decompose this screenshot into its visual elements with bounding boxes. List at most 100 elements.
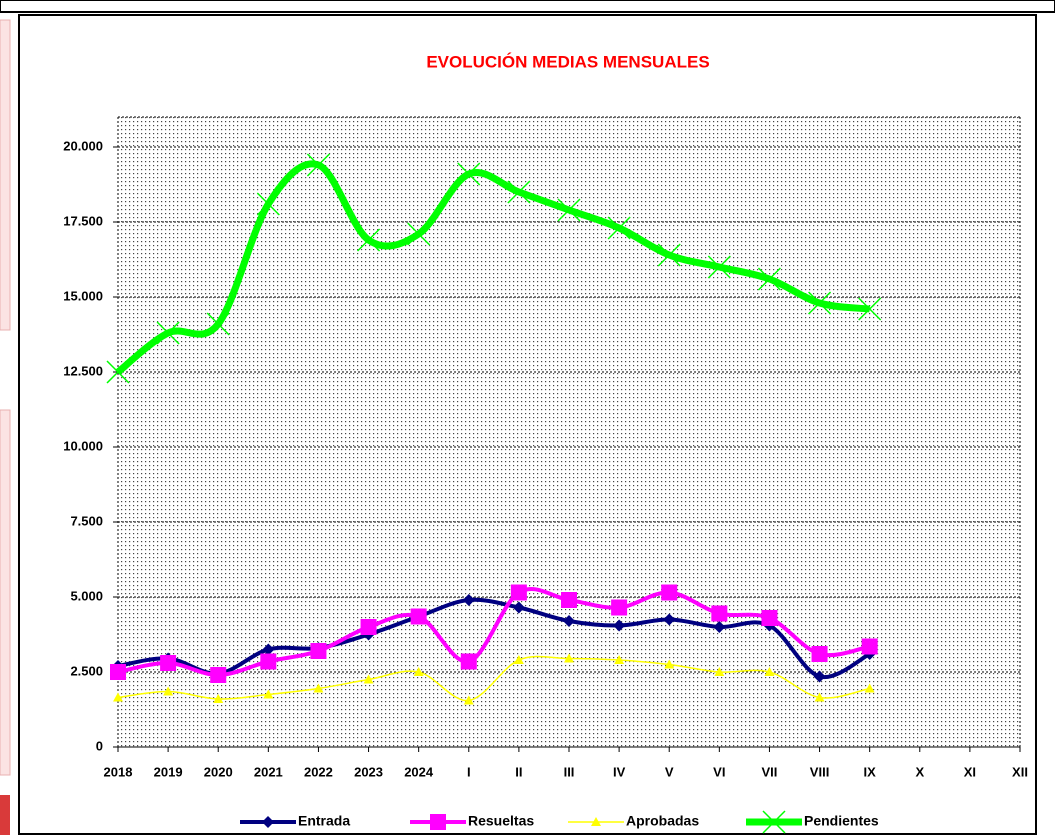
marker xyxy=(457,162,481,186)
marker xyxy=(661,584,678,601)
marker xyxy=(256,192,280,216)
marker xyxy=(262,643,275,656)
marker xyxy=(564,653,574,663)
marker xyxy=(110,664,126,680)
marker xyxy=(407,222,431,246)
marker xyxy=(864,683,875,693)
marker xyxy=(657,243,681,267)
marker xyxy=(213,694,224,703)
legend-marker xyxy=(262,816,274,828)
series-line xyxy=(117,655,870,702)
marker xyxy=(363,674,374,684)
marker xyxy=(814,692,825,702)
marker xyxy=(757,267,781,291)
marker xyxy=(858,297,882,321)
marker xyxy=(357,228,381,252)
legend-marker xyxy=(591,817,601,826)
y-tick-label: 20.000 xyxy=(63,138,103,153)
marker xyxy=(507,180,531,204)
x-tick-label: 2020 xyxy=(204,764,233,779)
legend-label: Resueltas xyxy=(468,813,534,829)
x-tick-label: 2019 xyxy=(154,764,183,779)
x-tick-label: IV xyxy=(613,764,626,779)
marker xyxy=(113,692,123,702)
marker xyxy=(163,686,174,696)
marker xyxy=(764,667,775,676)
x-tick-label: XII xyxy=(1012,764,1028,779)
legend-label: Aprobadas xyxy=(626,813,699,829)
x-tick-label: 2024 xyxy=(404,764,434,779)
marker xyxy=(563,615,575,627)
marker xyxy=(106,360,130,384)
marker xyxy=(761,610,778,626)
marker xyxy=(462,594,475,606)
marker xyxy=(713,621,726,633)
chart-title: EVOLUCIÓN MEDIAS MENSUALES xyxy=(426,52,709,71)
side-strip xyxy=(0,795,10,835)
marker xyxy=(413,667,424,676)
y-tick-label: 15.000 xyxy=(63,288,103,303)
y-tick-label: 17.500 xyxy=(63,213,103,228)
legend-marker xyxy=(430,814,446,830)
marker xyxy=(460,653,477,670)
marker xyxy=(263,689,274,699)
marker xyxy=(463,695,474,705)
x-tick-label: 2023 xyxy=(354,764,383,779)
marker xyxy=(310,643,327,659)
marker xyxy=(707,255,731,279)
x-tick-label: 2022 xyxy=(304,764,333,779)
y-tick-label: 7.500 xyxy=(70,513,103,528)
x-tick-label: XI xyxy=(964,764,976,779)
marker xyxy=(811,646,828,662)
marker xyxy=(607,216,631,240)
marker xyxy=(714,667,725,676)
marker xyxy=(260,653,277,670)
marker xyxy=(613,619,626,632)
marker xyxy=(206,312,230,336)
legend-marker xyxy=(762,810,786,834)
x-tick-label: X xyxy=(915,764,924,779)
marker xyxy=(808,291,832,315)
marker xyxy=(512,601,525,614)
y-tick-label: 10.000 xyxy=(63,438,103,453)
marker xyxy=(557,198,581,222)
x-tick-label: VII xyxy=(761,764,777,779)
marker xyxy=(861,638,878,655)
y-tick-label: 0 xyxy=(96,738,103,753)
y-tick-label: 2.500 xyxy=(70,663,103,678)
marker xyxy=(313,683,324,693)
series-line xyxy=(117,597,871,680)
marker xyxy=(611,599,628,616)
x-tick-label: IX xyxy=(864,764,877,779)
marker xyxy=(663,613,676,626)
marker xyxy=(210,667,227,683)
x-tick-label: 2018 xyxy=(104,764,133,779)
top-bar xyxy=(0,0,1055,13)
x-tick-label: III xyxy=(564,764,575,779)
y-tick-label: 12.500 xyxy=(63,363,103,378)
side-strip xyxy=(0,409,11,776)
y-tick-label: 5.000 xyxy=(70,588,103,603)
marker xyxy=(513,655,524,664)
legend-label: Entrada xyxy=(298,813,350,829)
marker xyxy=(410,608,427,625)
side-strip xyxy=(0,19,11,331)
x-tick-label: 2021 xyxy=(254,764,283,779)
legend-label: Pendientes xyxy=(804,813,879,829)
marker xyxy=(711,605,728,622)
x-tick-label: V xyxy=(665,764,674,779)
marker xyxy=(306,153,330,177)
marker xyxy=(156,321,180,345)
marker xyxy=(664,659,675,669)
marker xyxy=(561,592,577,608)
x-tick-label: II xyxy=(515,764,522,779)
marker xyxy=(510,584,527,601)
marker xyxy=(360,619,377,635)
marker xyxy=(614,655,625,664)
x-tick-label: VIII xyxy=(810,764,830,779)
marker xyxy=(813,670,826,683)
marker xyxy=(160,655,177,671)
series-line xyxy=(117,587,871,678)
